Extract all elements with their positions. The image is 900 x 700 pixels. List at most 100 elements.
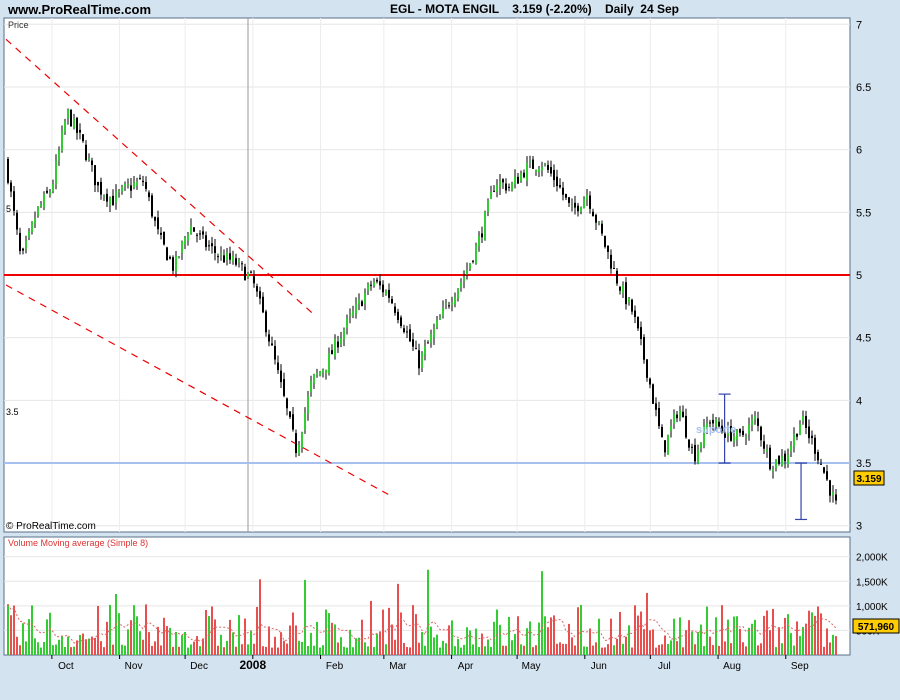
price-candle (112, 189, 114, 206)
volume-bar (442, 640, 444, 655)
price-candle (568, 197, 570, 207)
volume-bar (187, 647, 189, 655)
volume-bar (148, 632, 150, 655)
left-mark-3-5: 3.5 (6, 407, 19, 417)
price-candle (517, 173, 519, 184)
volume-bar (547, 627, 549, 655)
price-candle (193, 227, 195, 232)
volume-bar (283, 640, 285, 655)
volume-bar (43, 642, 45, 655)
price-candle (382, 280, 384, 298)
price-candle (607, 245, 609, 260)
range-marker-aug (718, 393, 731, 464)
volume-bar (571, 637, 573, 655)
volume-bar (253, 643, 255, 655)
volume-bar (340, 637, 342, 655)
price-candle (808, 419, 810, 444)
volume-bar (58, 639, 60, 655)
volume-bar (118, 613, 120, 655)
price-candle (22, 247, 24, 255)
price-candle (124, 181, 126, 191)
price-candle (577, 202, 579, 217)
price-candle (547, 160, 549, 173)
price-candle (811, 430, 813, 445)
price-candle (286, 397, 288, 416)
price-candle (214, 239, 216, 261)
price-candle (721, 419, 723, 434)
price-candle (679, 405, 681, 422)
volume-bar (496, 609, 498, 655)
volume-bar (628, 625, 630, 655)
price-candle (829, 479, 831, 503)
price-candle (343, 327, 345, 347)
volume-bar (661, 644, 663, 655)
volume-bar (385, 644, 387, 655)
volume-bar (271, 647, 273, 655)
volume-bar (55, 644, 57, 655)
volume-bar (34, 638, 36, 655)
price-candle (52, 179, 54, 194)
volume-bar (742, 642, 744, 655)
volume-bar (274, 636, 276, 655)
price-candle (151, 193, 153, 219)
price-candle (121, 184, 123, 195)
volume-bar (130, 620, 132, 655)
price-candle (241, 260, 243, 271)
price-candle (25, 235, 27, 254)
price-candle (28, 228, 30, 241)
price-candle (760, 425, 762, 447)
price-candle (817, 449, 819, 465)
price-candle (403, 324, 405, 334)
price-candle (409, 324, 411, 343)
volume-bar (142, 639, 144, 655)
volume-bar (562, 643, 564, 655)
price-candle (550, 160, 552, 177)
price-candle (508, 183, 510, 192)
price-candle (64, 118, 66, 135)
price-candle (694, 438, 696, 465)
volume-bar (418, 642, 420, 655)
price-candle (529, 155, 531, 169)
volume-bar (202, 638, 204, 655)
price-candle (604, 235, 606, 249)
volume-bar (349, 629, 351, 655)
volume-bar (622, 643, 624, 655)
price-candle (754, 411, 756, 425)
price-candle (457, 288, 459, 302)
price-candle (799, 420, 801, 436)
site-logo-text[interactable]: www.ProRealTime.com (8, 2, 152, 17)
volume-bar (535, 645, 537, 655)
volume-bar (427, 569, 429, 655)
overlays (4, 38, 850, 521)
volume-bar (133, 605, 135, 655)
volume-bar (811, 612, 813, 655)
x-tick-label: 2008 (239, 658, 266, 672)
price-candle (190, 218, 192, 235)
volume-bar (769, 630, 771, 655)
price-candle (430, 329, 432, 348)
volume-bar (412, 605, 414, 655)
price-candle (667, 434, 669, 455)
price-candle (298, 441, 300, 457)
price-candle (532, 156, 534, 169)
price-candle (445, 299, 447, 310)
volume-tick-label: 1,000K (856, 602, 888, 613)
volume-bar (724, 641, 726, 655)
volume-bar (649, 630, 651, 655)
volume-bar (475, 628, 477, 655)
price-candle (796, 433, 798, 441)
volume-bar (808, 610, 810, 655)
price-candle (292, 407, 294, 432)
price-candle (724, 431, 726, 439)
volume-bar (559, 642, 561, 655)
volume-bar (781, 643, 783, 655)
volume-bar (103, 647, 105, 655)
volume-bar (229, 619, 231, 655)
price-candle (832, 485, 834, 503)
price-candle (256, 283, 258, 297)
price-candle (142, 175, 144, 186)
volume-bar (676, 641, 678, 655)
price-candle (226, 248, 228, 266)
volume-bar (376, 633, 378, 655)
